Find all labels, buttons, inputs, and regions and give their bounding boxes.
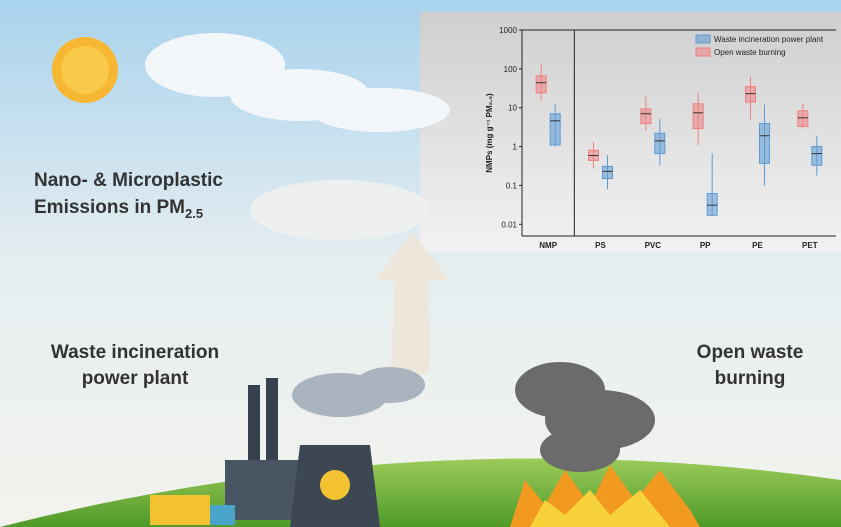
- y-tick-label: 0.1: [506, 181, 518, 190]
- y-tick-label: 10: [508, 104, 517, 113]
- box: [707, 194, 717, 216]
- legend-swatch: [696, 35, 710, 43]
- label-emissions-main: Emissions in PM: [34, 197, 185, 218]
- x-tick-label: PS: [595, 241, 606, 250]
- box: [550, 114, 560, 145]
- y-tick-label: 100: [504, 65, 518, 74]
- x-tick-label: PVC: [645, 241, 662, 250]
- y-tick-label: 1: [513, 143, 518, 152]
- y-tick-label: 1000: [499, 26, 517, 35]
- box: [798, 111, 808, 127]
- label-incineration-1: Waste incineration: [51, 342, 219, 363]
- y-tick-label: 0.01: [501, 220, 517, 229]
- graphical-abstract: Nano- & Microplastic Emissions in PM2.5 …: [0, 0, 841, 527]
- box: [603, 166, 613, 178]
- legend-label: Waste incineration power plant: [714, 35, 824, 44]
- box: [693, 104, 703, 129]
- label-emissions-sub: 2.5: [185, 206, 203, 221]
- label-open-1: Open waste: [697, 342, 804, 363]
- label-open-2: burning: [715, 368, 786, 389]
- x-tick-label: PET: [802, 241, 818, 250]
- x-tick-label: PE: [752, 241, 763, 250]
- label-emissions: Emissions in PM2.5: [34, 197, 203, 221]
- label-incineration-2: power plant: [82, 368, 189, 389]
- legend-swatch: [696, 48, 710, 56]
- label-nano: Nano- & Microplastic: [34, 170, 223, 191]
- y-axis-label: NMPs (mg g⁻¹ PM₂.₅): [485, 93, 494, 173]
- box: [746, 87, 756, 102]
- box: [655, 133, 665, 153]
- x-tick-label: NMP: [539, 241, 557, 250]
- x-tick-label: PP: [700, 241, 711, 250]
- legend-label: Open waste burning: [714, 48, 786, 57]
- box: [812, 147, 822, 166]
- sun: [52, 37, 118, 103]
- box: [760, 124, 770, 164]
- box: [641, 109, 651, 124]
- box: [536, 76, 546, 93]
